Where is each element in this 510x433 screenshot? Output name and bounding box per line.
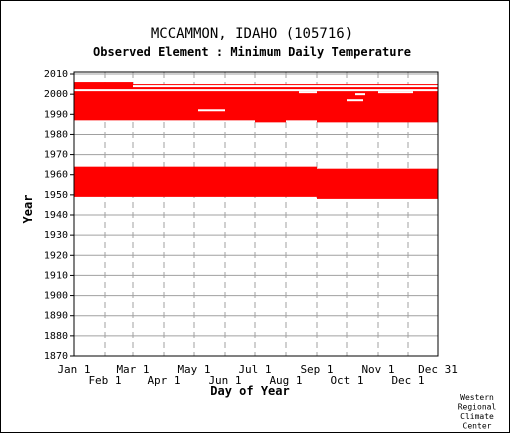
y-tick-label: 1990 — [44, 109, 68, 120]
y-tick-label: 1900 — [44, 291, 68, 302]
x-tick-label: Jun 1 — [208, 374, 241, 387]
x-tick-label: Dec 1 — [391, 374, 424, 387]
coverage-bar — [74, 166, 317, 197]
y-tick-label: 1910 — [44, 270, 68, 281]
missing-data-gap — [74, 89, 438, 92]
y-tick-label: 1930 — [44, 230, 68, 241]
credit-line: Center — [463, 422, 492, 431]
credit-line: Climate — [460, 412, 494, 421]
coverage-bar — [105, 82, 133, 121]
plot-border — [73, 71, 439, 357]
y-tick-label: 1920 — [44, 250, 68, 261]
x-tick-label: Feb 1 — [88, 374, 121, 387]
chart-subtitle: Observed Element : Minimum Daily Tempera… — [93, 45, 411, 59]
missing-data-gap — [133, 85, 438, 88]
chart-title: MCCAMMON, IDAHO (105716) — [151, 26, 353, 42]
y-tick-label: 1950 — [44, 190, 68, 201]
missing-data-gap — [355, 93, 365, 96]
missing-data-gap — [198, 109, 225, 112]
x-tick-label: Dec 31 — [418, 363, 458, 376]
y-tick-label: 2010 — [44, 69, 68, 80]
x-tick-label: Nov 1 — [361, 363, 394, 376]
x-tick-label: Apr 1 — [147, 374, 180, 387]
y-tick-label: 1890 — [44, 311, 68, 322]
x-tick-label: May 1 — [177, 363, 210, 376]
y-tick-label: 1980 — [44, 129, 68, 140]
y-tick-label: 1880 — [44, 331, 68, 342]
x-tick-label: Jul 1 — [238, 363, 271, 376]
x-tick-label: Oct 1 — [330, 374, 363, 387]
x-tick-label: Jan 1 — [57, 363, 90, 376]
missing-data-gap — [347, 99, 363, 102]
credit-line: Regional — [458, 403, 497, 412]
coverage-bar — [74, 82, 105, 121]
coverage-bar — [317, 168, 408, 199]
tick-layer: 1870 1880 1890 1900 1910 1920 1930 1940 1950 1960… — [44, 69, 458, 387]
missing-data-gap — [299, 91, 317, 94]
credit-line: Western — [460, 393, 494, 402]
data-layer — [74, 82, 438, 199]
x-tick-label: Mar 1 — [116, 363, 149, 376]
x-tick-label: Sep 1 — [300, 363, 333, 376]
y-tick-label: 2000 — [44, 89, 68, 100]
missing-data-gap — [378, 91, 413, 94]
y-tick-label: 1970 — [44, 150, 68, 161]
y-axis-label: Year — [21, 195, 35, 224]
y-tick-label: 1940 — [44, 210, 68, 221]
coverage-bar — [408, 168, 438, 199]
y-tick-label: 1870 — [44, 351, 68, 362]
y-tick-label: 1960 — [44, 170, 68, 181]
x-axis-label: Day of Year — [210, 384, 289, 398]
x-tick-label: Aug 1 — [269, 374, 302, 387]
